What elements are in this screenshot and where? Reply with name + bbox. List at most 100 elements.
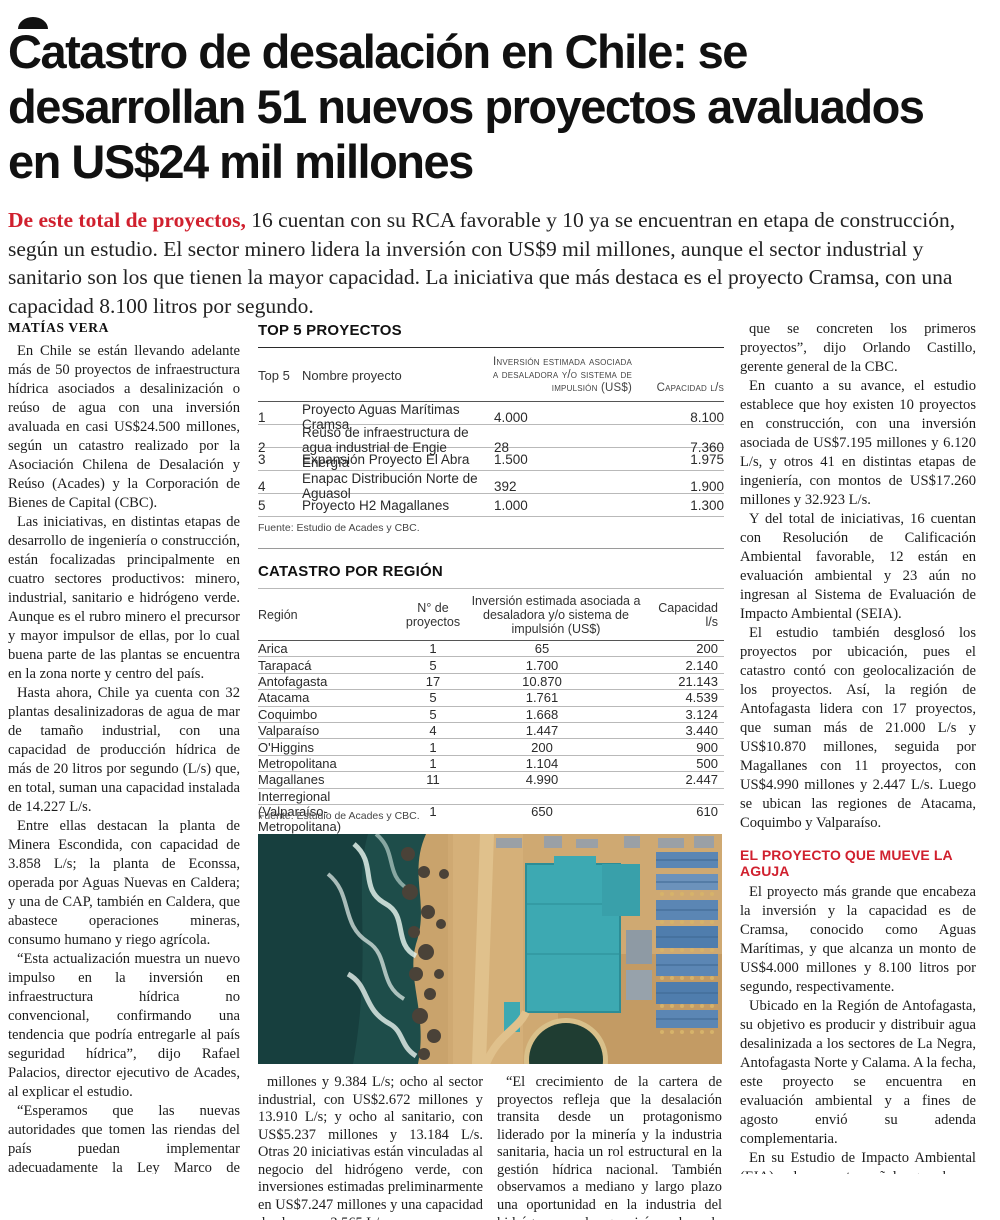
table-row: 4 Enapac Distribución Norte de Aguasol 3… [258, 471, 724, 501]
top5-table-rows: 1 Proyecto Aguas Marítimas Cramsa 4.000 … [258, 402, 724, 517]
cell-investment: 1.668 [525, 706, 559, 722]
columns-container: MATÍAS VERA En Chile se están llevando a… [8, 320, 992, 1220]
rule [258, 347, 724, 348]
cell-capacity: 2.140 [685, 657, 718, 673]
mid-bottom-right: “El crecimiento de la cartera de proyect… [497, 1074, 722, 1220]
cell-investment: 1.761 [525, 690, 559, 706]
rule [258, 640, 724, 641]
top5-table-header: Top 5 Nombre proyecto Inversión estimada… [258, 348, 724, 401]
cell-capacity: 4.539 [685, 690, 718, 706]
rule [258, 516, 724, 517]
paragraph: El proyecto más grande que encabeza la i… [740, 884, 976, 995]
cell-region: Metropolitana [258, 755, 337, 771]
region-table: CATASTRO POR REGIÓN Región N° de proyect… [258, 561, 724, 834]
paragraph: “Esperamos que las nuevas autoridades qu… [8, 1103, 240, 1174]
rule [258, 689, 724, 691]
article-page: Catastro de desalación en Chile: se desa… [8, 17, 992, 1220]
table-row: Metropolitana 1 1.104 500 [258, 756, 724, 771]
cell-investment: 1.104 [525, 755, 559, 771]
rule [258, 656, 724, 658]
header-region: Región [258, 608, 298, 622]
cell-projects: 5 [429, 706, 437, 722]
cell-projects: 1 [429, 739, 437, 755]
cell-capacity: 8.100 [690, 409, 724, 425]
column-right: que se concreten los primeros proyectos”… [736, 320, 976, 1174]
paragraph: El estudio también desglosó los proyecto… [740, 625, 976, 831]
paragraph: En Chile se están llevando adelante más … [8, 343, 240, 511]
cell-region: Coquimbo [258, 706, 318, 722]
table-row: Arica 1 65 200 [258, 641, 724, 656]
paragraph: que se concreten los primeros proyectos”… [740, 321, 976, 375]
cell-capacity: 7.360 [690, 440, 724, 455]
rule [258, 493, 724, 494]
byline: MATÍAS VERA [8, 320, 109, 335]
page-corner-mark [18, 17, 48, 29]
rule [258, 424, 724, 425]
cell-rank: 2 [258, 440, 266, 455]
rule [258, 401, 724, 402]
cell-investment: 65 [534, 641, 550, 657]
column-left: MATÍAS VERA En Chile se están llevando a… [8, 320, 244, 1174]
cell-region: Tarapacá [258, 657, 312, 673]
paragraph: En su Estudio de Impacto Ambiental (EIA)… [740, 1150, 976, 1174]
region-table-source: Fuente: Estudio de Acades y CBC. [258, 809, 420, 822]
column-right-top-paragraphs: que se concreten los primeros proyectos”… [740, 320, 976, 833]
paragraph: Hasta ahora, Chile ya cuenta con 32 plan… [8, 685, 240, 815]
paragraph: Entre ellas destacan la planta de Minera… [8, 818, 240, 948]
mid-bottom-columns: millones y 9.384 L/s; ocho al sector ind… [258, 1074, 724, 1220]
rule [258, 588, 724, 589]
cell-investment: 28 [494, 440, 510, 455]
header-name: Nombre proyecto [302, 368, 402, 383]
header-investment: Inversión estimada asociada a desaladora… [492, 356, 632, 394]
cell-investment: 10.870 [522, 673, 562, 689]
cell-capacity: 200 [696, 641, 718, 657]
table-row: Atacama 5 1.761 4.539 [258, 690, 724, 705]
section-divider [258, 548, 724, 549]
rule [258, 672, 724, 674]
paragraph: Y del total de iniciativas, 16 cuentan c… [740, 511, 976, 622]
top5-table-title: TOP 5 PROYECTOS [258, 322, 402, 339]
cell-projects: 5 [429, 657, 437, 673]
table-row: Magallanes 11 4.990 2.447 [258, 772, 724, 787]
cell-capacity: 2.447 [685, 772, 718, 788]
region-table-title: CATASTRO POR REGIÓN [258, 563, 443, 580]
cell-capacity: 610 [696, 803, 718, 819]
rule [258, 803, 724, 805]
cell-projects: 4 [429, 723, 437, 739]
cell-investment: 650 [531, 803, 553, 819]
headline: Catastro de desalación en Chile: se desa… [8, 25, 925, 188]
cell-region: Valparaíso [258, 723, 320, 739]
table-row: 1 Proyecto Aguas Marítimas Cramsa 4.000 … [258, 402, 724, 432]
table-row: Valparaíso 4 1.447 3.440 [258, 723, 724, 738]
paragraph: millones y 9.384 L/s; ocho al sector ind… [258, 1073, 483, 1220]
header-capacity: Capacidad l/s [658, 601, 718, 629]
header-investment: Inversión estimada asociada a desaladora… [471, 594, 641, 636]
cell-region: O'Higgins [258, 739, 314, 755]
rule [258, 771, 724, 773]
mid-bottom-left: millones y 9.384 L/s; ocho al sector ind… [258, 1074, 483, 1220]
table-row: 2 Reúso de infraestructura de agua indus… [258, 425, 724, 470]
cell-name: Expansión Proyecto El Abra [302, 451, 470, 467]
cell-region: Atacama [258, 690, 310, 706]
cell-projects: 1 [429, 641, 437, 657]
table-row: Interregional (Valparaíso- Metropolitana… [258, 789, 724, 834]
cell-capacity: 1.900 [690, 478, 724, 494]
header-rank: Top 5 [258, 368, 290, 383]
header-projects: N° de proyectos [405, 601, 461, 629]
header-capacity: Capacidad l/s [656, 382, 724, 394]
top5-table: TOP 5 PROYECTOS Top 5 Nombre proyecto In… [258, 320, 724, 538]
region-table-header: Región N° de proyectos Inversión estimad… [258, 589, 724, 640]
cell-capacity: 1.300 [690, 497, 724, 513]
rule [258, 787, 724, 789]
cell-region: Antofagasta [258, 673, 328, 689]
cell-capacity: 3.440 [685, 723, 718, 739]
table-row: 3 Expansión Proyecto El Abra 1.500 1.975 [258, 448, 724, 470]
rule [258, 447, 724, 448]
cell-capacity: 21.143 [678, 673, 718, 689]
column-right-bottom-paragraphs: El proyecto más grande que encabeza la i… [740, 883, 976, 1174]
cell-region: Arica [258, 641, 288, 657]
column-middle: TOP 5 PROYECTOS Top 5 Nombre proyecto In… [244, 320, 736, 1220]
cell-projects: 1 [429, 755, 437, 771]
paragraph: Ubicado en la Región de Antofagasta, su … [740, 998, 976, 1147]
lede-lead-in: De este total de proyectos, [8, 208, 246, 232]
